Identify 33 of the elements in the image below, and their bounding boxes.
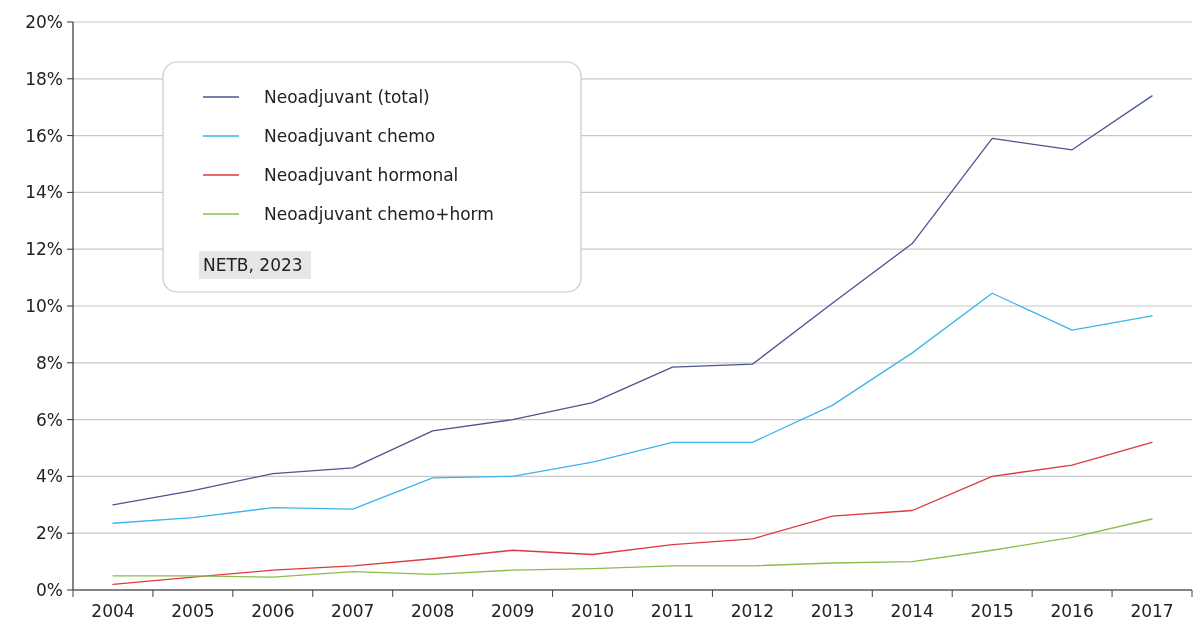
legend-label: Neoadjuvant chemo (264, 125, 436, 146)
x-tick-label: 2010 (570, 601, 615, 621)
legend-label: Neoadjuvant hormonal (264, 164, 459, 185)
x-tick-label: 2016 (1050, 601, 1094, 621)
x-tick-label: 2013 (810, 601, 854, 621)
y-tick-label: 6% (36, 409, 63, 430)
line-series (112, 518, 1153, 578)
y-tick-label: 8% (36, 352, 63, 373)
x-tick-label: 2017 (1130, 601, 1174, 621)
x-tick-label: 2007 (331, 601, 375, 621)
legend-label: Neoadjuvant (total) (264, 86, 430, 107)
y-tick-label: 14% (25, 182, 63, 203)
x-tick-label: 2005 (171, 601, 215, 621)
line-series (112, 292, 1153, 524)
x-tick-label: 2015 (970, 601, 1014, 621)
x-tick-label: 2011 (650, 601, 695, 621)
annotation: NETB, 2023 (203, 254, 303, 275)
y-tick-label: 10% (25, 295, 63, 316)
y-tick-label: 0% (36, 579, 63, 600)
y-tick-label: 4% (36, 466, 63, 487)
x-tick-label: 2014 (890, 601, 934, 621)
x-tick-label: 2008 (411, 601, 455, 621)
x-tick-label: 2012 (730, 601, 775, 621)
x-tick-label: 2006 (251, 601, 295, 621)
line-series (112, 441, 1153, 585)
y-tick-label: 12% (25, 239, 63, 260)
x-tick-label: 2004 (91, 601, 135, 621)
y-tick-label: 2% (36, 523, 63, 544)
y-tick-label: 16% (25, 125, 63, 146)
y-tick-label: 18% (25, 68, 63, 89)
legend-label: Neoadjuvant chemo+horm (264, 203, 494, 224)
y-tick-label: 20% (25, 11, 63, 32)
x-tick-label: 2009 (490, 601, 535, 621)
